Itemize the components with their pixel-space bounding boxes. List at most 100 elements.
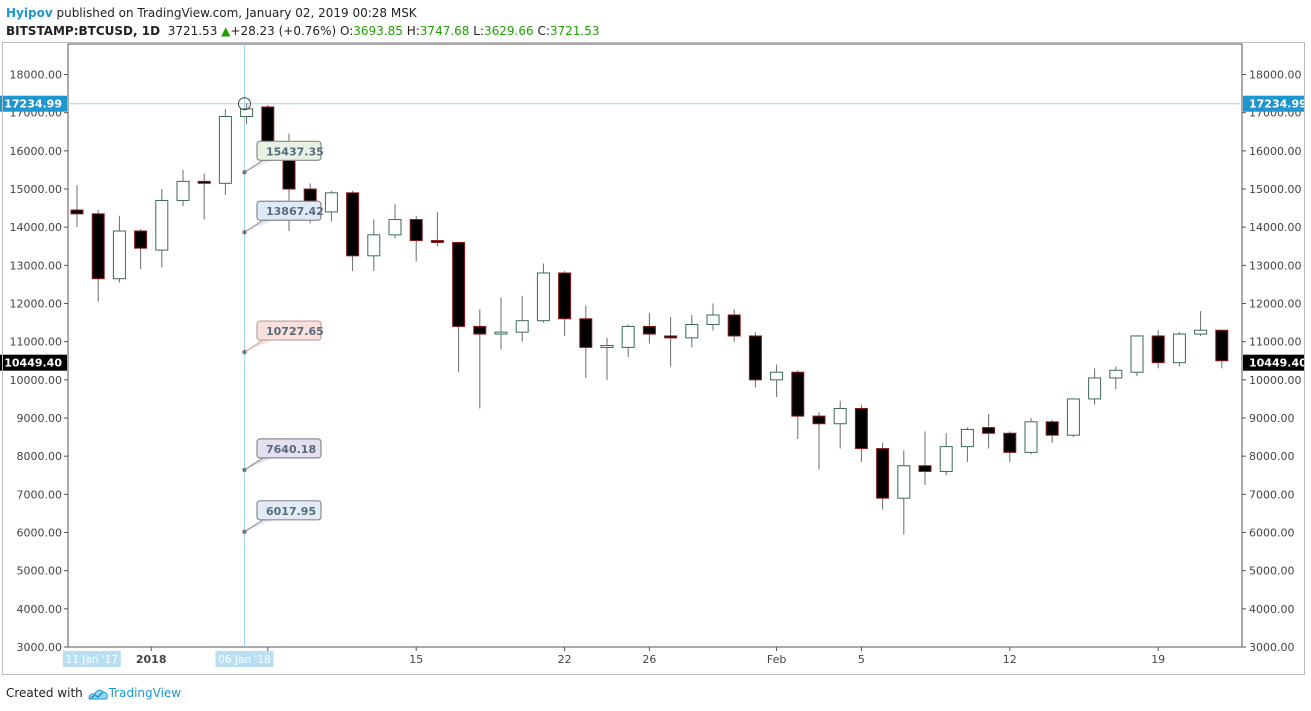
y-tick-label-right: 8000.00 xyxy=(1249,450,1295,463)
candle-body[interactable] xyxy=(791,371,805,417)
date-highlight-box xyxy=(62,651,121,667)
candle-body[interactable] xyxy=(1024,421,1038,453)
candle-body[interactable] xyxy=(388,219,402,236)
y-tick-label-left: 18000.00 xyxy=(10,69,63,82)
candle-body[interactable] xyxy=(536,272,550,322)
chart-outer-border xyxy=(2,42,1305,675)
callout-box[interactable] xyxy=(256,500,322,521)
y-tick-label-left: 15000.00 xyxy=(10,183,63,196)
x-tick-label: 2018 xyxy=(136,653,167,666)
y-tick-label-right: 13000.00 xyxy=(1249,259,1302,272)
candle-body[interactable] xyxy=(748,335,762,381)
candle-body[interactable] xyxy=(685,324,699,339)
callout-box[interactable] xyxy=(256,438,322,459)
callout-anchor-dot xyxy=(242,529,247,535)
candle-body[interactable] xyxy=(494,331,508,335)
close-value: 3721.53 xyxy=(549,24,600,38)
candle-body[interactable] xyxy=(134,230,148,249)
candle-body[interactable] xyxy=(1172,333,1186,364)
callout-box[interactable] xyxy=(256,140,322,161)
candle-body[interactable] xyxy=(642,325,656,335)
y-tick-label-left: 10000.00 xyxy=(10,374,63,387)
low-value: 3629.66 xyxy=(483,24,534,38)
callout-anchor-dot xyxy=(242,349,247,355)
candle-body[interactable] xyxy=(664,335,678,339)
candle-body[interactable] xyxy=(579,318,593,348)
candle-body[interactable] xyxy=(558,272,572,320)
symbol-label: BITSTAMP:BTCUSD, 1D xyxy=(6,24,161,38)
x-tick-label: 19 xyxy=(1151,653,1165,666)
candle-body[interactable] xyxy=(1194,329,1208,335)
y-tick-label-right: 11000.00 xyxy=(1249,336,1302,349)
callout-box[interactable] xyxy=(256,320,322,341)
candle-body[interactable] xyxy=(876,448,890,499)
candle-body[interactable] xyxy=(409,219,423,242)
candle-body[interactable] xyxy=(621,325,635,348)
candle-body[interactable] xyxy=(346,192,360,257)
candle-body[interactable] xyxy=(706,314,720,326)
candle-body[interactable] xyxy=(1151,335,1165,364)
up-triangle-icon: ▲ xyxy=(221,24,231,38)
y-tick-label-right: 18000.00 xyxy=(1249,69,1302,82)
candle-body[interactable] xyxy=(600,345,614,348)
candle-body[interactable] xyxy=(452,241,466,327)
candle-body[interactable] xyxy=(1003,432,1017,453)
candle-body[interactable] xyxy=(939,446,953,472)
high-value: 3747.68 xyxy=(419,24,470,38)
candle-body[interactable] xyxy=(112,230,126,280)
candle-body[interactable] xyxy=(515,320,529,333)
y-tick-label-left: 12000.00 xyxy=(10,298,63,311)
candle-body[interactable] xyxy=(324,192,338,213)
candle-body[interactable] xyxy=(430,240,444,243)
y-tick-label-left: 4000.00 xyxy=(17,603,63,616)
footer: Created with TradingView xyxy=(6,684,181,702)
candle-body[interactable] xyxy=(240,108,254,118)
y-tick-label-right: 3000.00 xyxy=(1249,641,1295,654)
price-tag-left-label: 10449.40 xyxy=(4,357,62,370)
price-tag-left xyxy=(0,95,67,112)
callout-anchor-dot xyxy=(242,467,247,473)
y-tick-label-left: 8000.00 xyxy=(17,450,63,463)
candle-body[interactable] xyxy=(261,106,275,144)
candle-body[interactable] xyxy=(70,209,84,215)
candle-body[interactable] xyxy=(1109,369,1123,379)
candle-body[interactable] xyxy=(727,314,741,337)
candle-body[interactable] xyxy=(960,428,974,448)
author-link[interactable]: Hyipov xyxy=(6,6,53,20)
chart-header: Hyipov published on TradingView.com, Jan… xyxy=(6,4,1296,40)
callout-box[interactable] xyxy=(256,200,322,221)
candle-body[interactable] xyxy=(473,325,487,335)
candle-body[interactable] xyxy=(812,415,826,425)
candle-body[interactable] xyxy=(218,116,232,184)
candle-body[interactable] xyxy=(770,371,784,381)
candle-body[interactable] xyxy=(197,180,211,184)
candle-body[interactable] xyxy=(897,465,911,499)
tradingview-brand[interactable]: TradingView xyxy=(108,686,182,700)
y-tick-label-right: 15000.00 xyxy=(1249,183,1302,196)
price-tag-left xyxy=(0,354,67,371)
candle-body[interactable] xyxy=(1215,329,1229,362)
date-highlight-box xyxy=(215,651,274,667)
low-label: L: xyxy=(473,24,484,38)
candle-body[interactable] xyxy=(982,427,996,434)
candle-body[interactable] xyxy=(1066,398,1080,436)
candle-body[interactable] xyxy=(1130,335,1144,373)
open-label: O: xyxy=(339,24,354,38)
candle-body[interactable] xyxy=(854,407,868,450)
y-tick-label-left: 6000.00 xyxy=(17,527,63,540)
crosshair-marker xyxy=(237,97,251,111)
y-tick-label-left: 7000.00 xyxy=(17,488,63,501)
candle-body[interactable] xyxy=(91,213,105,280)
y-tick-label-right: 14000.00 xyxy=(1249,221,1302,234)
candle-body[interactable] xyxy=(918,465,932,472)
candle-body[interactable] xyxy=(176,180,190,201)
candle-body[interactable] xyxy=(1045,421,1059,436)
price-tag-right xyxy=(1243,95,1304,112)
tradingview-logo-icon xyxy=(88,689,108,699)
candle-body[interactable] xyxy=(367,234,381,257)
candle-body[interactable] xyxy=(1088,377,1102,400)
candle-body[interactable] xyxy=(155,199,169,251)
callout-anchor-dot xyxy=(242,170,247,175)
candle-body[interactable] xyxy=(833,407,847,425)
